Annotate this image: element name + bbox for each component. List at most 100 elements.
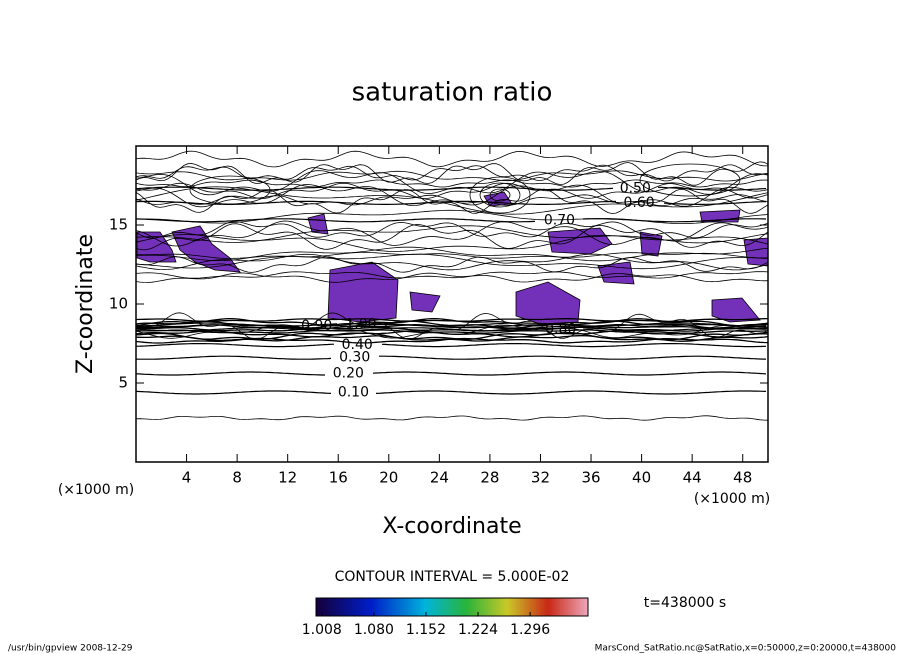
saturated-region: [409, 291, 441, 313]
x-tick-label: 40: [632, 469, 651, 487]
saturated-region: [547, 227, 613, 255]
colorbar-cell: [354, 598, 356, 616]
colorbar-cell: [488, 598, 490, 616]
colorbar-cell: [566, 598, 568, 616]
colorbar-cell: [428, 598, 430, 616]
colorbar-cell: [556, 598, 558, 616]
colorbar-cell: [328, 598, 330, 616]
x-tick-label: 4: [182, 469, 192, 487]
colorbar-cell: [332, 598, 334, 616]
colorbar-cell: [490, 598, 492, 616]
colorbar-cell: [390, 598, 392, 616]
colorbar-cell: [316, 598, 318, 616]
contour-texture-line: [135, 221, 769, 239]
colorbar-cell: [460, 598, 462, 616]
contour-texture-line: [135, 330, 769, 338]
colorbar-cell: [530, 598, 532, 616]
colorbar-tick-label: 1.080: [354, 622, 394, 638]
contour-texture-line: [135, 161, 769, 186]
x-tick-label: 36: [581, 469, 600, 487]
saturated-region: [639, 231, 663, 257]
y-tick-label: 15: [109, 216, 128, 234]
saturated-region: [743, 237, 769, 267]
colorbar-cell: [532, 598, 534, 616]
colorbar-cell: [466, 598, 468, 616]
colorbar-cell: [376, 598, 378, 616]
colorbar-tick-label: 1.152: [406, 622, 446, 638]
contour-label: 0.10: [338, 384, 369, 400]
colorbar-cell: [520, 598, 522, 616]
colorbar-cell: [414, 598, 416, 616]
x-tick-label: 48: [733, 469, 752, 487]
footer-left: /usr/bin/gpview 2008-12-29: [8, 644, 133, 654]
colorbar-cell: [404, 598, 406, 616]
y-axis-label: Z-coordinate: [73, 234, 98, 374]
contour-label: 0.20: [333, 366, 364, 382]
contour-texture-loop: [639, 163, 741, 197]
colorbar: 1.008 1.080 1.152 1.224 1.296: [302, 597, 589, 638]
colorbar-cell: [514, 598, 516, 616]
colorbar-cell: [580, 598, 582, 616]
colorbar-cell: [396, 598, 398, 616]
colorbar-cell: [374, 598, 376, 616]
contour-texture-line: [135, 256, 769, 273]
colorbar-cell: [434, 598, 436, 616]
x-tick-label: 20: [379, 469, 398, 487]
colorbar-cell: [472, 598, 474, 616]
contour-texture-line: [135, 272, 769, 283]
colorbar-cell: [480, 598, 482, 616]
colorbar-cell: [432, 598, 434, 616]
x-tick-label: 8: [232, 469, 242, 487]
contour-line: [135, 200, 766, 205]
contour-texture-line: [135, 182, 769, 200]
contour-texture-line: [135, 246, 769, 262]
contour-texture-line: [135, 220, 769, 247]
contour-texture-line: [135, 223, 769, 251]
contour-texture-loop: [489, 188, 511, 202]
contour-label: 0.40: [342, 337, 373, 353]
colorbar-cell: [464, 598, 466, 616]
colorbar-cell: [418, 598, 420, 616]
colorbar-cell: [362, 598, 364, 616]
colorbar-cell: [560, 598, 562, 616]
saturated-region: [327, 261, 399, 323]
colorbar-cell: [334, 598, 336, 616]
saturated-region: [597, 261, 635, 285]
colorbar-cell: [386, 598, 388, 616]
colorbar-cell: [442, 598, 444, 616]
colorbar-cell: [340, 598, 342, 616]
colorbar-cell: [436, 598, 438, 616]
x-tick-label: 28: [480, 469, 499, 487]
colorbar-cell: [350, 598, 352, 616]
colorbar-cell: [526, 598, 528, 616]
colorbar-cell: [422, 598, 424, 616]
contour-line: [135, 355, 766, 360]
colorbar-tick-label: 1.296: [510, 622, 550, 638]
colorbar-cell: [500, 598, 502, 616]
colorbar-cell: [412, 598, 414, 616]
colorbar-cell: [574, 598, 576, 616]
contour-texture-line: [135, 150, 768, 168]
colorbar-cell: [584, 598, 586, 616]
colorbar-cell: [364, 598, 366, 616]
colorbar-cell: [322, 598, 324, 616]
colorbar-cell: [448, 598, 450, 616]
colorbar-cell: [346, 598, 348, 616]
contour-line: [135, 327, 767, 332]
colorbar-cell: [498, 598, 500, 616]
colorbar-cell: [352, 598, 354, 616]
colorbar-cell: [370, 598, 372, 616]
colorbar-cell: [572, 598, 574, 616]
colorbar-cell: [518, 598, 520, 616]
contour-texture-loop: [469, 176, 531, 214]
colorbar-cell: [458, 598, 460, 616]
colorbar-cell: [552, 598, 554, 616]
contour-texture-line: [135, 271, 769, 279]
contour-texture-line: [135, 253, 769, 270]
colorbar-cell: [502, 598, 504, 616]
contour-texture-line: [135, 415, 769, 421]
colorbar-cell: [528, 598, 530, 616]
contour-label: 1.00: [345, 317, 376, 333]
contour-label: 0.50: [620, 181, 651, 197]
contour-line: [135, 218, 767, 223]
